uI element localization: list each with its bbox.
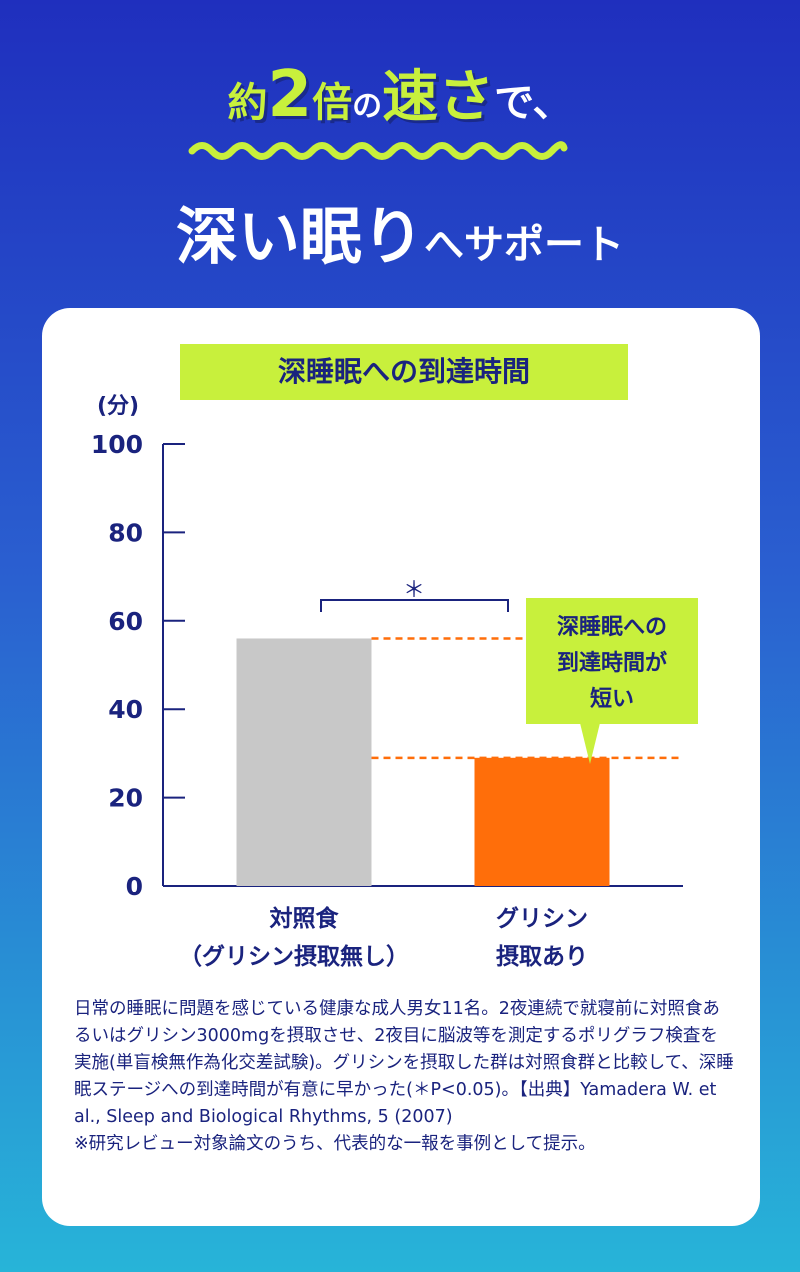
headline-line-1: 約2倍の速さで、 bbox=[0, 52, 800, 152]
callout-line-0: 深睡眠への bbox=[557, 615, 667, 640]
significance-marker: ＊ bbox=[403, 578, 425, 603]
callout-line-2: 短い bbox=[590, 687, 634, 712]
wavy-underline bbox=[188, 141, 568, 160]
callout-box bbox=[526, 598, 698, 724]
footnote-note: ※研究レビュー対象論文のうち、代表的な一報を事例として提示。 bbox=[74, 1134, 596, 1154]
headline-word-de: で、 bbox=[494, 80, 573, 126]
y-tick-label-60: 60 bbox=[108, 607, 143, 636]
bar-1 bbox=[474, 757, 610, 886]
footnote: 日常の睡眠に問題を感じている健康な成人男女11名。2夜連続で就寝前に対照食あるい… bbox=[74, 996, 734, 1158]
callout-pointer bbox=[580, 723, 600, 764]
headline-word-yaku: 約 bbox=[227, 80, 268, 126]
footnote-text: 日常の睡眠に問題を感じている健康な成人男女11名。2夜連続で就寝前に対照食あるい… bbox=[74, 999, 734, 1127]
category-label-1-line1: グリシン bbox=[496, 905, 588, 932]
headline-support: へサポート bbox=[424, 222, 624, 268]
y-tick-label-40: 40 bbox=[108, 695, 143, 724]
headline-word-no: の bbox=[352, 89, 383, 124]
headline-word-bai: 倍 bbox=[312, 80, 353, 126]
significance-bracket bbox=[320, 599, 509, 612]
category-label-1-line2: 摂取あり bbox=[496, 944, 588, 970]
callout-line-1: 到達時間が bbox=[557, 650, 667, 676]
headline-number-2: 2 bbox=[267, 58, 313, 132]
category-label-0-line2: （グリシン摂取無し） bbox=[179, 943, 409, 970]
headline-word-hayasa: 速さ bbox=[382, 65, 495, 130]
headline-fukai-nemuri: 深い眠り bbox=[175, 200, 424, 273]
chart-title: 深睡眠への到達時間 bbox=[180, 344, 628, 400]
y-tick-label-20: 20 bbox=[108, 784, 143, 813]
y-tick-label-80: 80 bbox=[108, 518, 143, 547]
chart-card bbox=[42, 308, 760, 1226]
y-axis-unit-label: (分) bbox=[97, 394, 139, 419]
headline-line-2: 深い眠りへサポート bbox=[0, 186, 800, 276]
category-label-0-line1: 対照食 bbox=[270, 905, 340, 932]
y-tick-label-0: 0 bbox=[126, 872, 143, 901]
y-tick-label-100: 100 bbox=[91, 430, 143, 459]
bar-0 bbox=[236, 638, 372, 886]
